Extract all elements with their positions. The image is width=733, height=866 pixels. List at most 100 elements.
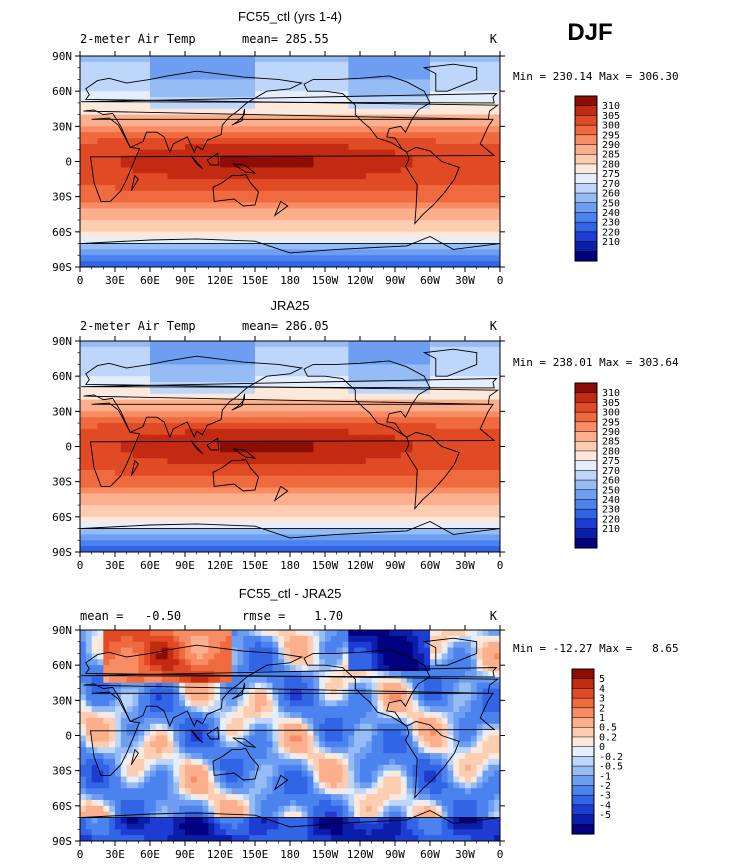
field-cell	[255, 161, 262, 168]
field-cell	[150, 214, 157, 221]
field-cell	[389, 446, 396, 453]
field-cell	[406, 179, 414, 186]
field-cell	[336, 143, 344, 151]
field-cell	[179, 452, 186, 459]
field-cell	[295, 155, 303, 163]
field-cell	[290, 411, 297, 418]
field-cell	[412, 73, 419, 81]
field-cell	[115, 202, 122, 209]
field-cell	[214, 376, 221, 383]
field-cell	[150, 393, 157, 401]
field-cell	[179, 132, 186, 139]
field-cell	[144, 184, 151, 192]
field-cell	[167, 173, 174, 180]
field-cell	[208, 428, 215, 436]
field-cell	[435, 499, 443, 506]
field-cell	[185, 464, 192, 471]
field-cell	[336, 225, 344, 233]
field-cell	[120, 61, 128, 69]
field-cell	[406, 358, 414, 366]
field-cell	[377, 261, 384, 267]
field-cell	[307, 184, 314, 192]
field-cell	[435, 364, 443, 371]
field-cell	[179, 161, 186, 168]
field-cell	[459, 126, 466, 133]
field-cell	[272, 475, 279, 483]
field-cell	[441, 487, 449, 494]
field-cell	[441, 423, 449, 430]
field-cell	[278, 108, 285, 116]
field-cell	[278, 237, 285, 245]
field-cell	[412, 108, 419, 116]
field-cell	[196, 220, 204, 227]
field-cell	[202, 249, 209, 256]
field-cell	[132, 85, 139, 92]
field-cell	[494, 376, 500, 383]
field-cell	[430, 85, 437, 92]
field-cell	[412, 364, 419, 371]
field-cell	[91, 510, 99, 518]
field-cell	[336, 387, 344, 395]
field-cell	[272, 346, 279, 354]
field-cell	[395, 85, 402, 92]
field-cell	[115, 341, 122, 348]
field-cell	[138, 440, 145, 448]
field-cell	[132, 487, 139, 494]
field-cell	[266, 97, 274, 104]
field-cell	[138, 417, 145, 424]
field-cell	[255, 132, 262, 139]
field-cell	[249, 481, 256, 489]
field-cell	[249, 132, 256, 139]
field-cell	[190, 493, 198, 500]
field-cell	[167, 114, 174, 122]
field-cell	[418, 516, 425, 524]
field-cell	[243, 469, 250, 477]
field-cell	[330, 261, 338, 267]
field-cell	[243, 214, 250, 221]
field-cell	[173, 102, 180, 110]
field-cell	[424, 161, 431, 168]
field-cell	[400, 382, 408, 389]
field-cell	[231, 417, 239, 424]
field-cell	[447, 208, 454, 215]
field-cell	[470, 440, 478, 448]
field-cell	[103, 464, 110, 471]
field-cell	[103, 73, 110, 81]
field-cell	[150, 220, 157, 227]
field-cell	[488, 487, 495, 494]
field-cell	[243, 231, 250, 239]
field-cell	[406, 167, 414, 174]
field-cell	[150, 487, 157, 494]
field-cell	[348, 464, 355, 471]
panel-model: FC55_ctl (yrs 1-4) 2-meter Air Temp mean…	[52, 9, 678, 287]
field-cell	[476, 231, 484, 239]
field-cell	[202, 417, 209, 424]
field-cell	[371, 387, 379, 395]
field-cell	[389, 516, 396, 524]
field-cell	[307, 61, 314, 69]
field-cell	[418, 208, 425, 215]
field-cell	[173, 458, 180, 465]
field-cell	[447, 214, 454, 221]
field-cell	[488, 91, 495, 98]
field-cell	[470, 481, 478, 489]
field-cell	[126, 434, 134, 442]
field-cell	[278, 91, 285, 98]
field-cell	[371, 79, 379, 86]
field-cell	[470, 155, 478, 163]
field-cell	[301, 79, 309, 86]
field-cell	[85, 387, 93, 395]
field-cell	[319, 405, 326, 412]
field-cell	[383, 446, 390, 453]
field-cell	[319, 237, 326, 245]
field-cell	[138, 231, 145, 239]
field-cell	[406, 434, 414, 442]
field-cell	[208, 225, 215, 233]
field-cell	[272, 91, 279, 98]
field-cell	[342, 237, 349, 245]
field-cell	[120, 225, 128, 233]
field-cell	[237, 85, 244, 92]
field-cell	[85, 179, 93, 186]
field-cell	[377, 179, 384, 186]
field-cell	[284, 220, 291, 227]
